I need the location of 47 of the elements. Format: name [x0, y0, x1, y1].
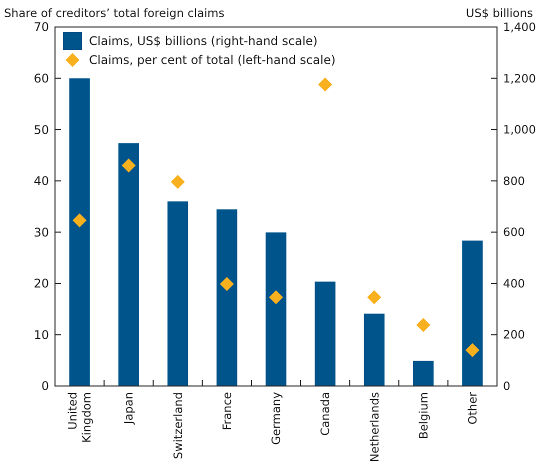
- bar: [364, 314, 385, 386]
- bar: [266, 232, 286, 386]
- y2-tick-label: 800: [503, 174, 525, 188]
- point: [318, 77, 332, 92]
- bar: [69, 78, 90, 386]
- y2-tick-label: 1,200: [503, 71, 536, 86]
- x-tick-label: United Kingdom: [66, 392, 94, 443]
- y-axis-title: Share of creditors’ total foreign claims: [4, 6, 225, 20]
- y-tick-label: 50: [34, 122, 49, 137]
- y-tick-label: 40: [34, 174, 49, 188]
- y-tick-label: 0: [41, 379, 49, 394]
- point: [170, 174, 185, 189]
- y2-tick-label: 400: [503, 276, 525, 290]
- bar: [462, 240, 483, 386]
- y-tick-label: 70: [34, 20, 49, 34]
- bar: [167, 201, 188, 386]
- legend-label: Claims, US$ billions (right-hand scale): [89, 34, 318, 48]
- y2-tick-label: 200: [503, 328, 525, 342]
- x-tick-label: Netherlands: [367, 392, 382, 462]
- point: [465, 343, 480, 358]
- y-tick-label: 30: [34, 225, 49, 240]
- x-tick-label: Belgium: [416, 392, 430, 440]
- point: [122, 158, 136, 172]
- bar: [216, 209, 238, 386]
- point: [220, 276, 234, 291]
- x-tick-label: Canada: [318, 392, 332, 436]
- x-tick-label: Other: [465, 392, 480, 425]
- point: [72, 213, 87, 228]
- x-tick-label: Germany: [269, 392, 284, 445]
- y2-tick-label: 0: [503, 379, 510, 394]
- point: [416, 318, 430, 332]
- y-tick-label: 10: [34, 328, 49, 342]
- y-tick-label: 20: [34, 276, 49, 291]
- x-tick-label: Switzerland: [170, 392, 185, 460]
- y2-tick-label: 1,000: [503, 122, 536, 137]
- x-tick-label: France: [220, 392, 234, 430]
- bar: [314, 282, 336, 386]
- y2-axis-title: US$ billions: [466, 6, 533, 20]
- y-tick-label: 60: [34, 71, 49, 86]
- bar: [118, 143, 139, 386]
- y2-tick-label: 1,400: [503, 20, 536, 34]
- legend-label: Claims, per cent of total (left-hand scale): [89, 53, 336, 68]
- point: [367, 290, 382, 304]
- y2-tick-label: 600: [503, 225, 525, 240]
- bar: [413, 360, 434, 386]
- point: [269, 290, 283, 304]
- x-tick-label: Japan: [122, 392, 136, 426]
